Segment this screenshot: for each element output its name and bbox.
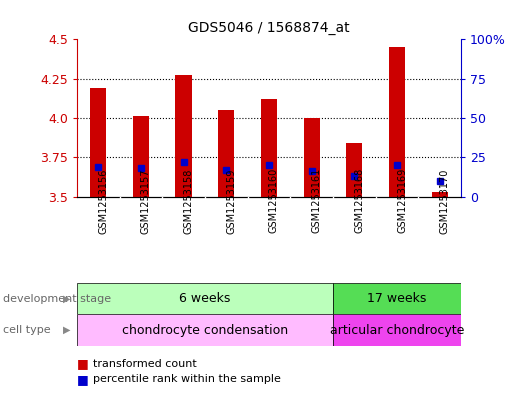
Text: GSM1253169: GSM1253169 [397, 168, 407, 233]
Bar [90, 88, 107, 196]
Bar [218, 110, 234, 196]
Text: GSM1253156: GSM1253156 [98, 168, 108, 233]
Text: GSM1253160: GSM1253160 [269, 168, 279, 233]
Text: GSM1253159: GSM1253159 [226, 168, 236, 233]
Text: 17 weeks: 17 weeks [367, 292, 427, 305]
Text: percentile rank within the sample: percentile rank within the sample [93, 374, 280, 384]
Bar [175, 75, 192, 196]
Title: GDS5046 / 1568874_at: GDS5046 / 1568874_at [188, 22, 350, 35]
Bar [333, 314, 461, 346]
Bar [389, 47, 405, 196]
Text: 6 weeks: 6 weeks [179, 292, 231, 305]
Bar [77, 314, 333, 346]
Text: GSM1253170: GSM1253170 [440, 168, 450, 233]
Text: GSM1253161: GSM1253161 [312, 168, 322, 233]
Bar [431, 192, 448, 196]
Text: transformed count: transformed count [93, 358, 197, 369]
Text: ▶: ▶ [63, 325, 70, 335]
Text: cell type: cell type [3, 325, 50, 335]
Text: GSM1253168: GSM1253168 [355, 168, 364, 233]
Bar [346, 143, 363, 196]
Text: articular chondrocyte: articular chondrocyte [330, 323, 464, 337]
Text: GSM1253157: GSM1253157 [141, 168, 151, 233]
Bar [304, 118, 320, 196]
Text: ■: ■ [77, 373, 89, 386]
Text: development stage: development stage [3, 294, 111, 304]
Bar [77, 283, 333, 314]
Text: chondrocyte condensation: chondrocyte condensation [122, 323, 288, 337]
Bar [133, 116, 149, 196]
Text: ▶: ▶ [63, 294, 70, 304]
Bar [261, 99, 277, 196]
Text: ■: ■ [77, 357, 89, 370]
Text: GSM1253158: GSM1253158 [183, 168, 193, 233]
Bar [333, 283, 461, 314]
